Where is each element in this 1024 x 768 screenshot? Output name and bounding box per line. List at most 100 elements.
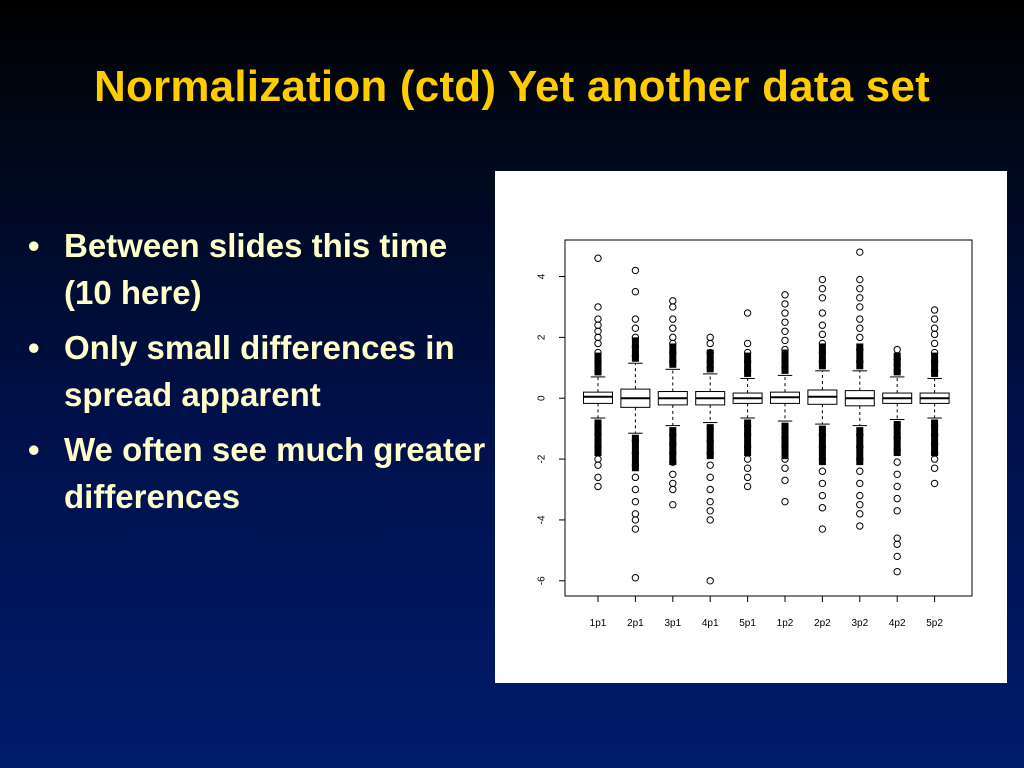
outlier-point	[930, 339, 939, 348]
outlier-point	[631, 516, 640, 524]
outlier-point	[856, 303, 864, 311]
x-tick-label: 3p1	[664, 618, 681, 629]
outlier-point	[743, 473, 752, 482]
outlier-point	[893, 482, 901, 491]
outlier-point	[706, 507, 714, 515]
outlier-point	[818, 339, 827, 348]
x-tick-label: 4p2	[889, 618, 906, 629]
outlier-point	[818, 455, 827, 463]
outlier-point	[893, 534, 901, 542]
outlier-point	[706, 497, 714, 506]
outlier-point	[856, 479, 864, 488]
outlier-point	[743, 455, 752, 463]
outlier-point	[706, 358, 714, 366]
outlier-point	[781, 300, 789, 308]
y-tick-label: -6	[537, 576, 548, 585]
outlier-point	[930, 431, 939, 439]
x-tick-label: 1p1	[590, 618, 607, 629]
outlier-point	[706, 424, 714, 433]
outlier-point	[669, 458, 677, 466]
outlier-point	[930, 358, 939, 366]
outlier-point	[743, 431, 752, 439]
outlier-point	[631, 525, 640, 533]
outlier-point	[631, 342, 640, 351]
outlier-point	[781, 336, 789, 345]
outlier-point	[669, 485, 677, 494]
box	[583, 391, 613, 404]
outlier-point	[706, 348, 714, 357]
outlier-point	[893, 540, 901, 548]
outlier-point	[594, 367, 602, 375]
outlier-point	[594, 358, 602, 366]
outlier-point	[631, 461, 640, 469]
outlier-point	[818, 525, 827, 533]
outlier-point	[818, 321, 827, 329]
outlier-point	[856, 284, 864, 293]
outlier-point	[818, 479, 827, 488]
outlier-point	[743, 421, 752, 430]
outlier-point	[818, 358, 827, 366]
x-tick-label: 1p2	[777, 618, 794, 629]
outlier-point	[781, 464, 789, 472]
outlier-point	[856, 443, 864, 451]
plot-frame	[564, 239, 973, 597]
outlier-point	[893, 470, 901, 478]
chart-panel: -6 -4 -2 0 2 4 1p1 2p1 3p1 4p1 5p1 1p2 2p2 3p2 4p2 5p2	[495, 171, 1007, 683]
outlier-point	[930, 315, 939, 323]
outlier-point	[706, 473, 714, 482]
outlier-point	[818, 284, 827, 293]
outlier-point	[706, 516, 714, 524]
outlier-point	[669, 440, 677, 448]
outlier-point	[930, 455, 939, 463]
outlier-point	[631, 449, 640, 457]
outlier-point	[893, 345, 901, 354]
outlier-point	[856, 491, 864, 500]
outlier-point	[893, 446, 901, 454]
outlier-point	[669, 348, 677, 357]
outlier-point	[818, 467, 827, 475]
outlier-point	[781, 497, 789, 506]
y-tick-label: -4	[537, 515, 548, 524]
outlier-point	[706, 577, 714, 585]
outlier-point	[594, 482, 602, 491]
outlier-point	[893, 434, 901, 442]
outlier-point	[594, 431, 602, 439]
outlier-point	[781, 434, 789, 442]
outlier-point	[594, 421, 602, 430]
outlier-point	[781, 354, 789, 363]
outlier-point	[856, 467, 864, 475]
bullet-item: • Between slides this time (10 here)	[24, 222, 494, 316]
outlier-point	[856, 455, 864, 463]
outlier-point	[743, 482, 752, 491]
y-tick-label: 2	[537, 334, 548, 340]
outlier-point	[594, 339, 602, 348]
outlier-point	[893, 354, 901, 363]
outlier-point	[594, 443, 602, 451]
outlier-point	[818, 294, 827, 302]
outlier-point	[594, 348, 602, 357]
outlier-point	[631, 351, 640, 360]
x-tick-label: 2p1	[627, 618, 644, 629]
outlier-point	[669, 358, 677, 366]
outlier-point	[594, 321, 602, 329]
outlier-point	[631, 574, 640, 582]
outlier-point	[856, 294, 864, 302]
bullet-dot-icon: •	[28, 227, 40, 264]
outlier-point	[893, 421, 901, 430]
outlier-point	[706, 333, 714, 342]
outlier-point	[856, 431, 864, 439]
outlier-point	[706, 485, 714, 494]
outlier-point	[781, 327, 789, 335]
outlier-point	[781, 318, 789, 326]
outlier-point	[856, 315, 864, 323]
outlier-point	[893, 458, 901, 466]
outlier-point	[893, 567, 901, 576]
outlier-point	[743, 367, 752, 375]
outlier-point	[818, 330, 827, 339]
outlier-point	[594, 303, 602, 311]
outlier-point	[781, 455, 789, 463]
x-tick-label: 5p1	[739, 618, 756, 629]
outlier-point	[781, 424, 789, 433]
bullet-text: Between slides this time (10 here)	[64, 227, 448, 311]
outlier-point	[631, 333, 640, 342]
